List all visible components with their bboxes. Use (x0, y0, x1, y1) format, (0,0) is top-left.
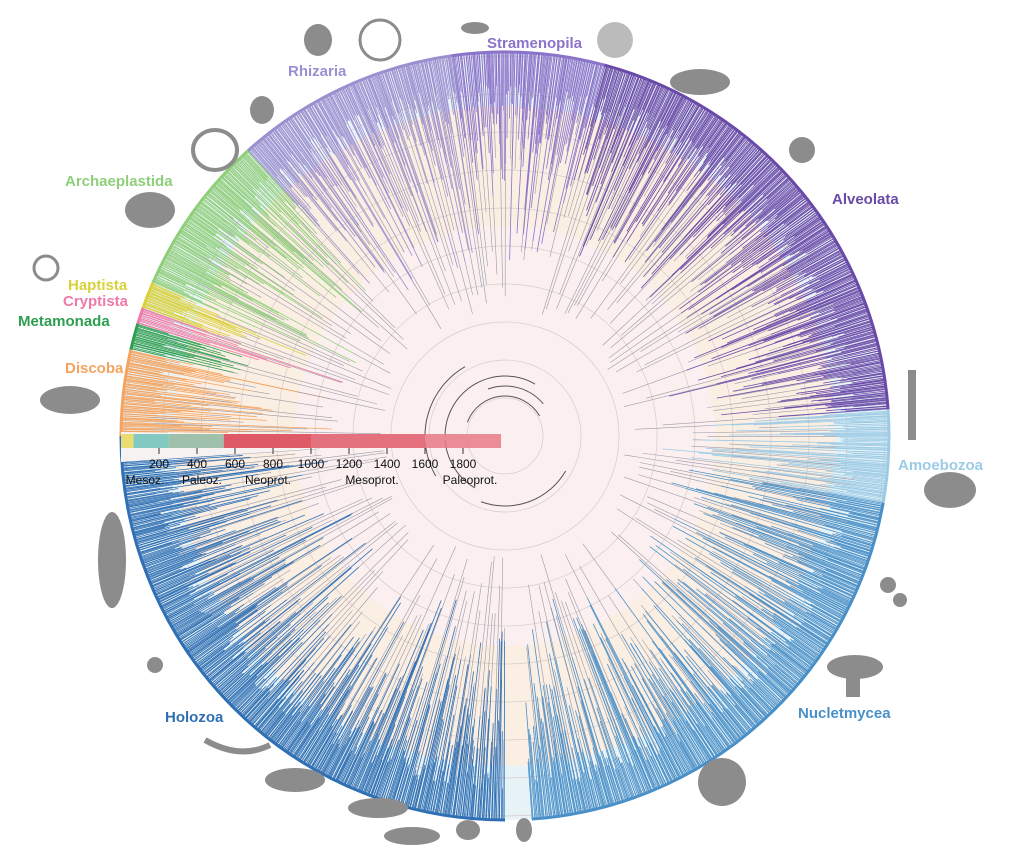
group-label: Metamonada (18, 313, 110, 330)
era-label: Neoprot. (245, 473, 291, 487)
era-label: Mesoprot. (345, 473, 398, 487)
branch (511, 52, 512, 87)
icon (880, 577, 896, 593)
icon (265, 768, 325, 792)
icon (304, 24, 332, 56)
era-band (425, 434, 501, 448)
tick-label: 1000 (298, 457, 325, 471)
tick-label: 1200 (336, 457, 363, 471)
icon (34, 256, 58, 280)
era-band (311, 434, 425, 448)
icon (360, 20, 400, 60)
tick-label: 400 (187, 457, 207, 471)
icon (597, 22, 633, 58)
group-label: Alveolata (832, 191, 899, 208)
icon (846, 667, 860, 697)
era-band (224, 434, 311, 448)
era-label: Paleoprot. (443, 473, 498, 487)
icon (348, 798, 408, 818)
group-label: Discoba (65, 360, 124, 377)
icon (384, 827, 440, 845)
tick-label: 600 (225, 457, 245, 471)
group-label: Amoebozoa (898, 457, 984, 474)
icon (789, 137, 815, 163)
icon (40, 386, 100, 414)
icon (125, 192, 175, 228)
icon (516, 818, 532, 842)
era-band (121, 434, 134, 448)
icon (193, 130, 237, 170)
group-label: Cryptista (63, 293, 129, 310)
era-label: Mesoz. (126, 473, 165, 487)
icon (908, 370, 916, 440)
group-label: Haptista (68, 277, 128, 294)
tick-label: 800 (263, 457, 283, 471)
era-band (169, 434, 224, 448)
group-label: Archaeplastida (65, 173, 173, 190)
icon (461, 22, 489, 34)
tick-label: 200 (149, 457, 169, 471)
icon (893, 593, 907, 607)
icon (456, 820, 480, 840)
group-label: Rhizaria (288, 63, 347, 80)
group-label: Nucletmycea (798, 705, 891, 722)
group-label: Stramenopila (487, 35, 583, 52)
icon (698, 758, 746, 806)
icon (147, 657, 163, 673)
tick-label: 1600 (412, 457, 439, 471)
icon (670, 69, 730, 95)
icon (924, 472, 976, 508)
era-band (134, 434, 169, 448)
tick-label: 1800 (450, 457, 477, 471)
tick-label: 1400 (374, 457, 401, 471)
era-label: Paleoz. (182, 473, 222, 487)
icon (98, 512, 126, 608)
group-label: Holozoa (165, 709, 224, 726)
icon (205, 740, 270, 751)
icon (250, 96, 274, 124)
